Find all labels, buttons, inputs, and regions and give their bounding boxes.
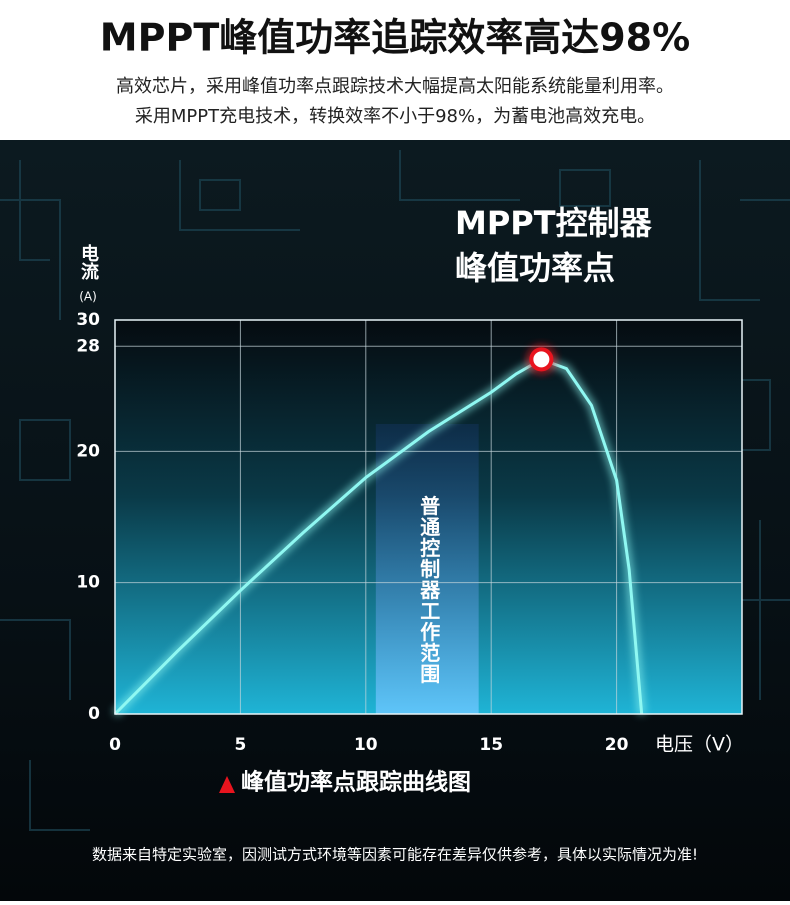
x-tick-label: 15 <box>479 735 503 755</box>
circuit-decor <box>0 150 790 831</box>
caption-marker <box>219 776 235 793</box>
y-tick-label: 30 <box>76 310 100 330</box>
y-tick-label: 20 <box>76 441 100 461</box>
chart-title: 峰值功率点跟踪曲线图 <box>241 769 471 796</box>
controller-band <box>375 424 479 714</box>
y-tick-label: 0 <box>88 704 100 724</box>
x-tick-label: 20 <box>605 735 629 755</box>
x-tick-label: 10 <box>354 735 378 755</box>
plot-border <box>114 319 743 715</box>
y-axis-unit: (A) <box>79 290 97 304</box>
page-title: MPPT峰值功率追踪效率高达98% <box>100 16 690 60</box>
subtitle: 高效芯片，采用峰值功率点跟踪技术大幅提高太阳能系统能量利用率。 <box>116 76 674 97</box>
peak-point <box>529 347 554 372</box>
y-tick-label: 28 <box>76 336 100 356</box>
header-bg <box>0 0 790 140</box>
x-tick-label: 0 <box>109 735 121 755</box>
peak-label: MPPT控制器 <box>455 204 653 242</box>
footer-note: 数据来自特定实验室，因测试方式环境等因素可能存在差异仅供参考，具体以实际情况为准… <box>92 846 698 864</box>
y-axis-label: 电流 <box>78 243 99 280</box>
x-axis-label: 电压（V） <box>655 734 744 756</box>
band-label: 普通控制器工作范围 <box>417 494 441 684</box>
subtitle: 采用MPPT充电技术，转换效率不小于98%，为蓄电池高效充电。 <box>135 106 655 127</box>
x-tick-label: 5 <box>234 735 246 755</box>
y-tick-label: 10 <box>76 573 100 593</box>
line <box>113 357 644 716</box>
peak-label: 峰值功率点 <box>455 249 615 287</box>
